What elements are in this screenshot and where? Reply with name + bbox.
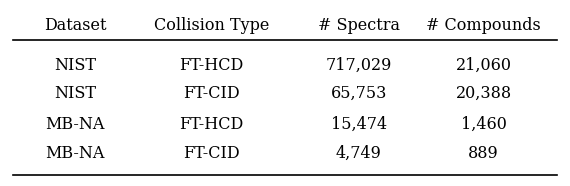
Text: 21,060: 21,060 xyxy=(455,57,511,74)
Text: MB-NA: MB-NA xyxy=(46,116,105,133)
Text: 15,474: 15,474 xyxy=(331,116,387,133)
Text: 1,460: 1,460 xyxy=(461,116,507,133)
Text: 717,029: 717,029 xyxy=(325,57,392,74)
Text: FT-CID: FT-CID xyxy=(183,84,239,102)
Text: Collision Type: Collision Type xyxy=(153,17,269,34)
Text: 65,753: 65,753 xyxy=(331,84,387,102)
Text: 4,749: 4,749 xyxy=(336,145,382,162)
Text: FT-CID: FT-CID xyxy=(183,145,239,162)
Text: MB-NA: MB-NA xyxy=(46,145,105,162)
Text: # Compounds: # Compounds xyxy=(426,17,541,34)
Text: NIST: NIST xyxy=(54,57,96,74)
Text: NIST: NIST xyxy=(54,84,96,102)
Text: 20,388: 20,388 xyxy=(455,84,512,102)
Text: Dataset: Dataset xyxy=(44,17,107,34)
Text: 889: 889 xyxy=(468,145,499,162)
Text: # Spectra: # Spectra xyxy=(317,17,400,34)
Text: FT-HCD: FT-HCD xyxy=(179,116,243,133)
Text: FT-HCD: FT-HCD xyxy=(179,57,243,74)
